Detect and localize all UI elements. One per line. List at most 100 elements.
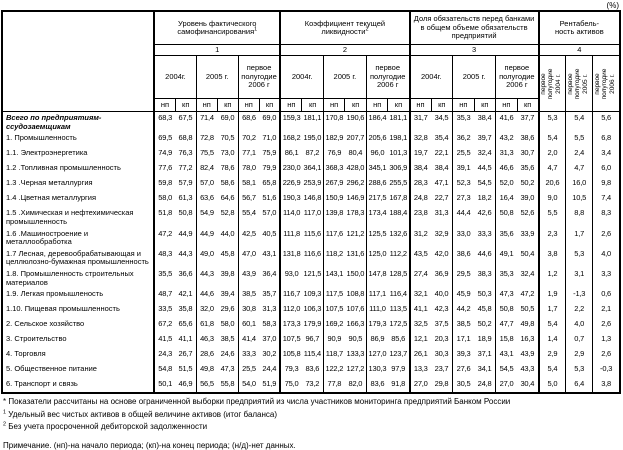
table-cell: 150,9 bbox=[322, 192, 345, 208]
period-header: 2005 г. bbox=[322, 55, 367, 99]
table-cell: 181,1 bbox=[389, 113, 408, 122]
table-cell: 45,8 bbox=[477, 304, 492, 314]
table-cell: 32,0 bbox=[195, 303, 218, 319]
row-label: 3. Строительство bbox=[2, 333, 156, 349]
table-cell: 0,7 bbox=[565, 333, 593, 349]
table-cell: 35,3 bbox=[452, 111, 475, 133]
row-label: Всего по предприятиям-ссудозаемщикам bbox=[2, 111, 156, 133]
table-cell: 4,7 bbox=[537, 162, 566, 178]
table-cell: 69,0 bbox=[262, 113, 277, 122]
table-cell: 147,8 bbox=[365, 268, 388, 289]
table-cell: 13,3 bbox=[408, 363, 432, 379]
table-cell: 20,6 bbox=[537, 177, 566, 193]
table-cell: 30,5 bbox=[452, 378, 475, 394]
table-cell: 43,9 bbox=[237, 268, 260, 289]
table-cell: 2,6 bbox=[592, 348, 620, 364]
table-cell: 2,3 bbox=[537, 227, 566, 248]
statistics-table: Уровень фактического самофинансирования1… bbox=[1, 10, 621, 395]
table-cell: 121,5 bbox=[303, 269, 322, 278]
table-cell: 68,3 bbox=[158, 113, 173, 122]
kp-header: кп bbox=[430, 98, 454, 112]
table-cell: 39,4 bbox=[220, 289, 235, 299]
table-cell: 230,0 bbox=[279, 162, 302, 178]
table-cell: 75,0 bbox=[279, 378, 302, 394]
table-cell: 70,5 bbox=[220, 133, 235, 143]
table-cell: 26,7 bbox=[178, 349, 193, 359]
table-cell: 115,6 bbox=[303, 228, 321, 238]
table-cell: 32,8 bbox=[408, 132, 432, 148]
table-row: 6. Транспорт и связь 50,1 46,9 56,5 55,8 54,0… bbox=[2, 378, 620, 394]
table-cell: 38,5 bbox=[452, 318, 475, 334]
table-cell: 12,1 bbox=[408, 333, 432, 349]
table-cell: 60,1 bbox=[237, 318, 260, 334]
table-cell: 31,2 bbox=[408, 227, 432, 248]
row-label: 4. Торговля bbox=[2, 348, 156, 364]
header-periods-row: 2004г. 2005 г. первое полугодие 2006 г 2… bbox=[2, 55, 621, 112]
period-header: 2004г. bbox=[279, 55, 324, 99]
table-cell: 111,0 bbox=[365, 303, 388, 319]
table-cell: 86,9 bbox=[365, 333, 388, 349]
table-cell: 111,8 bbox=[279, 227, 302, 248]
table-row: 1.3 .Черная металлургия 59,8 57,9 57,0 58,6 5… bbox=[2, 177, 620, 193]
header-np-kp-row: нп кп нп кп нп кп нп кп нп кп нп кп нп кп нп кп … bbox=[2, 98, 620, 112]
table-cell: 117,0 bbox=[303, 208, 321, 218]
table-cell: 76,9 bbox=[322, 147, 345, 163]
table-cell: 16,3 bbox=[520, 334, 535, 344]
table-cell: 42,5 bbox=[237, 227, 260, 248]
period-header: 2005 г. bbox=[195, 55, 239, 99]
row-label: 1.5 .Химическая и нефтехимическая промыш… bbox=[2, 207, 156, 228]
table-cell: 61,8 bbox=[195, 318, 218, 334]
table-cell: 47,7 bbox=[495, 318, 518, 334]
table-cell: 43,9 bbox=[520, 349, 535, 359]
table-cell: 32,9 bbox=[434, 228, 449, 238]
table-cell: 38,4 bbox=[477, 113, 492, 122]
group-title-self-financing: Уровень фактического самофинансирования1 bbox=[153, 10, 281, 45]
table-cell: 2,4 bbox=[565, 147, 593, 163]
table-cell: 32,4 bbox=[520, 269, 535, 278]
table-cell: 90,5 bbox=[348, 334, 363, 344]
table-cell: 207,7 bbox=[346, 133, 365, 143]
table-cell: 121,2 bbox=[346, 228, 365, 238]
table-cell: 16,4 bbox=[495, 192, 518, 208]
table-cell: 58,6 bbox=[220, 178, 235, 188]
table-cell: 48,7 bbox=[158, 289, 173, 299]
np-header: нп bbox=[153, 98, 176, 112]
footnote-line: Примечание. (нп)-на начало периода; (кп)… bbox=[3, 440, 296, 450]
table-cell: 69,0 bbox=[220, 113, 235, 122]
table-row: 2. Сельское хозяйство 67,2 65,6 61,8 58,0 60,… bbox=[2, 318, 620, 334]
table-cell: 96,7 bbox=[305, 334, 320, 344]
table-cell: 6,8 bbox=[592, 132, 620, 148]
table-cell: 1,3 bbox=[592, 333, 620, 349]
table-cell: 49,8 bbox=[195, 363, 218, 379]
table-cell: 33,3 bbox=[477, 228, 492, 238]
row-label: 1.6 .Машиностроение и металлообработка bbox=[2, 227, 156, 248]
table-cell: 18,9 bbox=[477, 334, 492, 344]
table-cell: 168,2 bbox=[279, 132, 302, 148]
table-cell: 186,4 bbox=[365, 111, 388, 133]
table-cell: 3,8 bbox=[537, 247, 566, 268]
table-cell: 38,5 bbox=[220, 334, 235, 344]
table-cell: 23,7 bbox=[434, 364, 449, 374]
period-header: первое полугодие 2006 г bbox=[495, 55, 540, 99]
table-cell: 41,6 bbox=[495, 111, 518, 133]
np-header: нп bbox=[237, 98, 260, 112]
table-cell: 5,3 bbox=[565, 363, 593, 379]
table-cell: 364,1 bbox=[303, 163, 322, 173]
table-cell: 44,6 bbox=[477, 248, 492, 258]
rotated-period-header: первое полугодие 2005 г. bbox=[565, 55, 594, 112]
group-number: 4 bbox=[537, 44, 621, 56]
table-cell: 3,4 bbox=[592, 147, 620, 163]
table-cell: 42,1 bbox=[178, 289, 193, 299]
table-cell: 44,0 bbox=[220, 228, 235, 238]
table-cell: 55,8 bbox=[220, 379, 235, 389]
table-cell: 90,9 bbox=[322, 333, 345, 349]
table-cell: 50,2 bbox=[520, 178, 535, 188]
table-cell: 24,4 bbox=[262, 364, 277, 374]
table-cell: 25,5 bbox=[452, 147, 475, 163]
table-cell: 77,2 bbox=[178, 163, 193, 173]
table-cell: -0,3 bbox=[592, 363, 620, 379]
table-cell: 7,4 bbox=[592, 192, 620, 208]
table-body: Всего по предприятиям-ссудозаемщикам 68,3… bbox=[2, 111, 620, 394]
table-cell: 35,3 bbox=[495, 268, 518, 289]
table-cell: 116,6 bbox=[303, 248, 321, 258]
